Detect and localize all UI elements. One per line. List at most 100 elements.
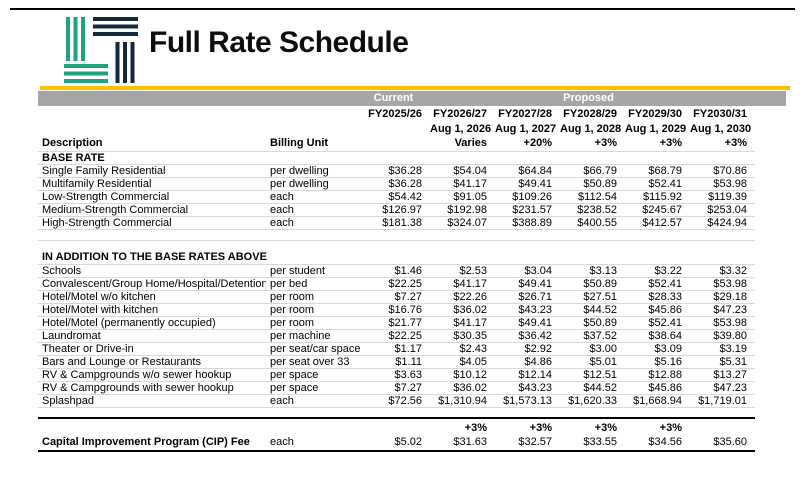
effective-date: Aug 1, 2029	[625, 122, 686, 135]
rate-value: $412.57	[621, 216, 686, 230]
rate-value: $53.98	[686, 277, 751, 291]
rate-value: $43.23	[491, 381, 556, 395]
row-description: Bars and Lounge or Restaurants	[38, 355, 266, 369]
row-billing-unit: per student	[266, 264, 361, 278]
rate-value: $28.33	[621, 290, 686, 304]
rate-value: $238.52	[556, 203, 621, 217]
spacer-cell	[751, 203, 755, 217]
rate-row: Schools per student $1.46 $2.53 $3.04 $3.13 $3…	[38, 264, 755, 278]
current-proposed-band: Current Proposed	[38, 91, 786, 106]
current-group-header: Current	[373, 92, 414, 104]
empty-cell	[266, 106, 361, 121]
rate-table-body: BASE RATE Single Family Residential per dw…	[38, 151, 755, 408]
rate-value: $50.89	[556, 316, 621, 330]
cip-increase: +3%	[556, 417, 621, 434]
rate-value: $91.05	[426, 190, 491, 204]
empty-cell	[38, 106, 266, 121]
spacer-cell	[751, 177, 755, 191]
rate-value: $41.17	[426, 316, 491, 330]
rate-value: $10.12	[426, 368, 491, 382]
rate-value: $43.23	[491, 303, 556, 317]
description-column-header: Description	[38, 136, 266, 152]
rate-value: $41.17	[426, 277, 491, 291]
increase-label	[361, 136, 426, 152]
blank-row	[38, 229, 755, 241]
rate-value: $12.88	[621, 368, 686, 382]
section-header-row: IN ADDITION TO THE BASE RATES ABOVE	[38, 251, 755, 265]
fiscal-year-label: FY2030/31	[693, 107, 747, 120]
effective-date: Aug 1, 2027	[495, 122, 556, 135]
blank-row	[38, 240, 755, 251]
rate-value: $12.51	[556, 368, 621, 382]
rate-row: Hotel/Motel w/o kitchen per room $7.27 $22.…	[38, 290, 755, 304]
cip-increase-row: +3% +3% +3% +3%	[38, 417, 755, 434]
rate-value: $41.17	[426, 177, 491, 191]
rate-value: $39.80	[686, 329, 751, 343]
column-header-row: Description Billing Unit Varies +20% +3%…	[38, 136, 755, 152]
effective-date: Aug 1, 2028	[560, 122, 621, 135]
rate-value: $36.42	[491, 329, 556, 343]
rate-row: RV & Campgrounds with sewer hookup per sp…	[38, 381, 755, 395]
rate-row: Theater or Drive-in per seat/car space $1.…	[38, 342, 755, 356]
spacer-cell	[751, 417, 755, 434]
rate-value: $31.63	[426, 434, 491, 452]
rate-value: $13.27	[686, 368, 751, 382]
rate-value: $32.57	[491, 434, 556, 452]
rate-row: Bars and Lounge or Restaurants per seat o…	[38, 355, 755, 369]
rate-value: $22.25	[361, 277, 426, 291]
rate-value: $21.77	[361, 316, 426, 330]
rate-value: $22.26	[426, 290, 491, 304]
rate-row: Splashpad each $72.56 $1,310.94 $1,573.13 $1,…	[38, 394, 755, 408]
row-billing-unit: per space	[266, 381, 361, 395]
rate-value: $4.05	[426, 355, 491, 369]
effective-date: Aug 1, 2026	[430, 122, 491, 135]
rate-value: $2.53	[426, 264, 491, 278]
spacer-cell	[751, 121, 755, 136]
row-billing-unit: per bed	[266, 277, 361, 291]
rate-value: $115.92	[621, 190, 686, 204]
rate-value: $424.94	[686, 216, 751, 230]
spacer-cell	[751, 381, 755, 395]
spacer-cell	[751, 190, 755, 204]
rate-table-head: FY2025/26 FY2026/27 FY2027/28 FY2028/29 …	[38, 106, 755, 152]
row-billing-unit: per room	[266, 303, 361, 317]
row-billing-unit: per seat over 33	[266, 355, 361, 369]
top-divider	[10, 8, 795, 10]
rate-row: RV & Campgrounds w/o sewer hookup per spa…	[38, 368, 755, 382]
rate-value: $26.71	[491, 290, 556, 304]
spacer-cell	[751, 303, 755, 317]
rate-value: $36.02	[426, 381, 491, 395]
rate-value: $22.25	[361, 329, 426, 343]
row-description: High-Strength Commercial	[38, 216, 266, 230]
spacer-cell	[751, 106, 755, 121]
pinwheel-stripes-logo-icon	[64, 17, 138, 83]
row-billing-unit: per room	[266, 316, 361, 330]
empty-cell	[38, 121, 266, 136]
rate-value: $54.04	[426, 164, 491, 178]
rate-value: $66.79	[556, 164, 621, 178]
gold-accent-rule	[40, 86, 790, 90]
rate-row: Convalescent/Group Home/Hospital/Detenti…	[38, 277, 755, 291]
rate-row: Hotel/Motel (permanently occupied) per ro…	[38, 316, 755, 330]
spacer-cell	[751, 290, 755, 304]
row-description: Capital Improvement Program (CIP) Fee	[38, 434, 266, 452]
blank-cell	[38, 229, 755, 241]
rate-value: $36.02	[426, 303, 491, 317]
rate-value: $245.67	[621, 203, 686, 217]
rate-value: $44.52	[556, 303, 621, 317]
rate-value: $72.56	[361, 394, 426, 408]
cip-increase: +3%	[491, 417, 556, 434]
rate-value: $3.19	[686, 342, 751, 356]
rate-value: $3.32	[686, 264, 751, 278]
row-billing-unit: each	[266, 394, 361, 408]
blank-row	[38, 407, 755, 418]
rate-value: $16.76	[361, 303, 426, 317]
rate-row: Single Family Residential per dwelling $36…	[38, 164, 755, 178]
rate-value: $49.41	[491, 177, 556, 191]
effective-date-row: Aug 1, 2026 Aug 1, 2027 Aug 1, 2028 Aug …	[38, 121, 755, 136]
rate-value: $52.41	[621, 277, 686, 291]
spacer-cell	[751, 329, 755, 343]
rate-value: $33.55	[556, 434, 621, 452]
fiscal-year-label: FY2028/29	[563, 107, 617, 120]
rate-value: $1.11	[361, 355, 426, 369]
